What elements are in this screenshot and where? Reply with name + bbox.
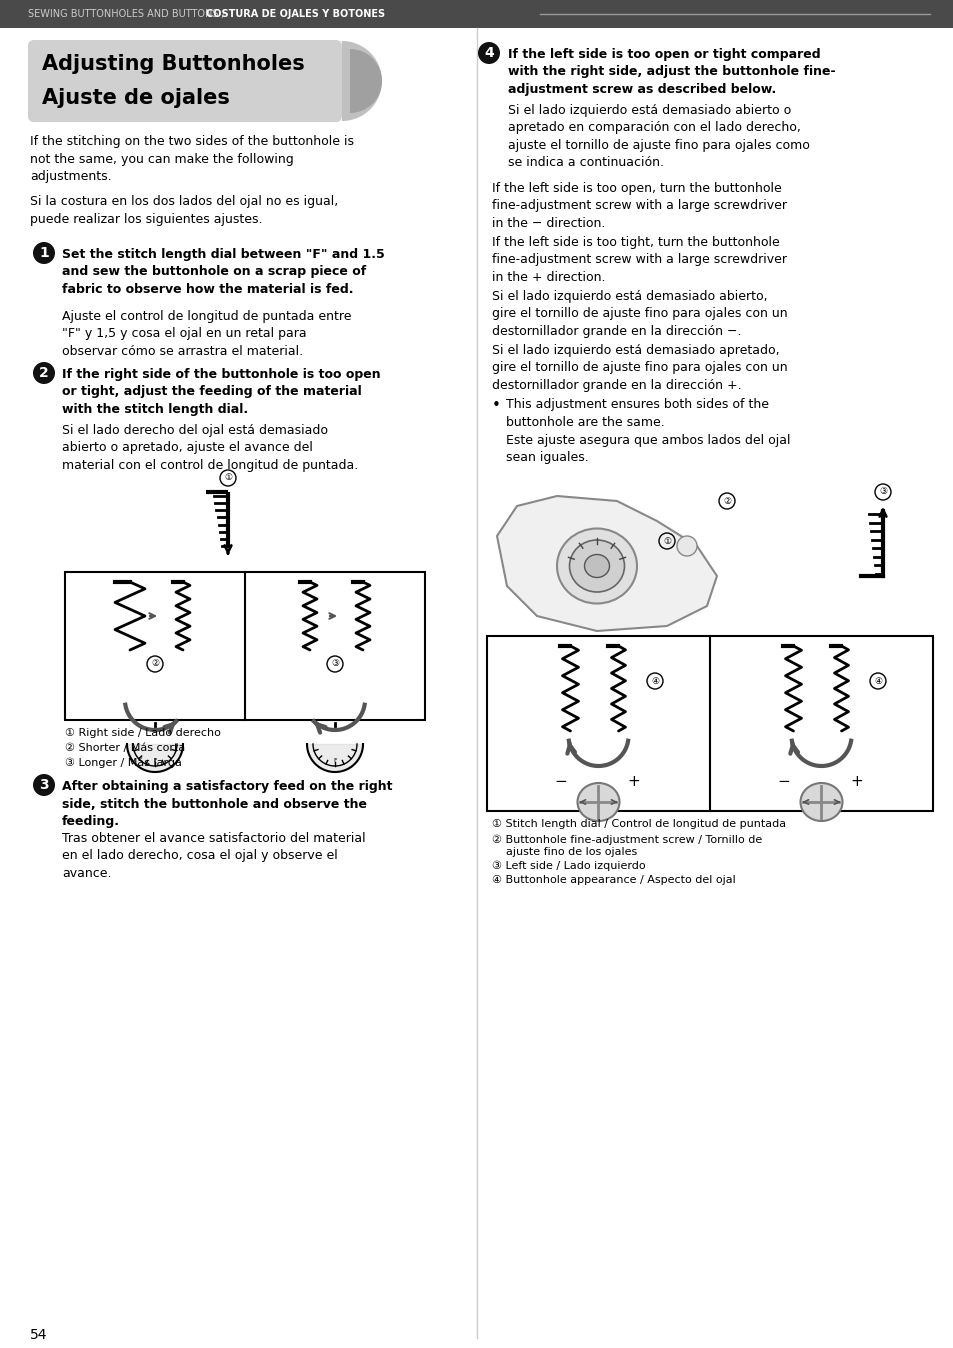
Text: This adjustment ensures both sides of the
buttonhole are the same.: This adjustment ensures both sides of th…	[505, 398, 768, 429]
Text: −: −	[554, 774, 566, 789]
Ellipse shape	[557, 528, 637, 604]
Text: •: •	[492, 398, 500, 412]
Text: ③: ③	[331, 659, 338, 669]
Text: F: F	[333, 759, 336, 763]
Text: Si la costura en los dos lados del ojal no es igual,
puede realizar los siguient: Si la costura en los dos lados del ojal …	[30, 195, 338, 225]
Text: Este ajuste asegura que ambos lados del ojal
sean iguales.: Este ajuste asegura que ambos lados del …	[505, 434, 790, 465]
Text: Set the stitch length dial between "F" and 1.5
and sew the buttonhole on a scrap: Set the stitch length dial between "F" a…	[62, 248, 384, 297]
Wedge shape	[341, 40, 381, 121]
Text: If the left side is too open or tight compared
with the right side, adjust the b: If the left side is too open or tight co…	[507, 49, 835, 96]
Text: 2: 2	[39, 367, 49, 380]
Text: If the right side of the buttonhole is too open
or tight, adjust the feeding of : If the right side of the buttonhole is t…	[62, 368, 380, 417]
Text: Si el lado izquierdo está demasiado abierto,
gire el tornillo de ajuste fino par: Si el lado izquierdo está demasiado abie…	[492, 290, 787, 338]
Text: F: F	[153, 759, 156, 763]
Text: ④: ④	[650, 677, 659, 686]
Text: ① Right side / Lado derecho: ① Right side / Lado derecho	[65, 728, 221, 737]
Text: ④ Buttonhole appearance / Aspecto del ojal: ④ Buttonhole appearance / Aspecto del oj…	[492, 875, 735, 886]
FancyBboxPatch shape	[65, 572, 424, 720]
Text: 1: 1	[39, 245, 49, 260]
Text: 3: 3	[39, 778, 49, 793]
Text: ③: ③	[878, 488, 886, 496]
Text: If the left side is too tight, turn the buttonhole
fine-adjustment screw with a : If the left side is too tight, turn the …	[492, 236, 786, 284]
Text: Ajuste el control de longitud de puntada entre
"F" y 1,5 y cosa el ojal en un re: Ajuste el control de longitud de puntada…	[62, 310, 351, 359]
FancyBboxPatch shape	[486, 636, 932, 811]
Polygon shape	[497, 496, 717, 631]
Text: ②: ②	[151, 659, 159, 669]
Text: ② Buttonhole fine-adjustment screw / Tornillo de: ② Buttonhole fine-adjustment screw / Tor…	[492, 834, 761, 845]
Circle shape	[33, 363, 55, 384]
Ellipse shape	[800, 783, 841, 821]
Text: Si el lado izquierdo está demasiado abierto o
apretado en comparación con el lad: Si el lado izquierdo está demasiado abie…	[507, 104, 809, 170]
Wedge shape	[350, 49, 381, 113]
FancyBboxPatch shape	[0, 0, 953, 28]
Ellipse shape	[577, 783, 618, 821]
Text: ①: ①	[662, 537, 670, 546]
Text: +: +	[849, 774, 862, 789]
Text: ④: ④	[873, 677, 882, 686]
Text: Si el lado derecho del ojal está demasiado
abierto o apretado, ajuste el avance : Si el lado derecho del ojal está demasia…	[62, 425, 358, 472]
Text: ③ Longer / Más larga: ③ Longer / Más larga	[65, 758, 182, 768]
Text: SEWING BUTTONHOLES AND BUTTONS /: SEWING BUTTONHOLES AND BUTTONS /	[28, 9, 228, 19]
Text: ②: ②	[722, 496, 730, 506]
Circle shape	[33, 774, 55, 797]
FancyBboxPatch shape	[28, 40, 341, 123]
Text: Si el lado izquierdo está demasiado apretado,
gire el tornillo de ajuste fino pa: Si el lado izquierdo está demasiado apre…	[492, 344, 787, 392]
Text: −: −	[777, 774, 789, 789]
Text: ③ Left side / Lado izquierdo: ③ Left side / Lado izquierdo	[492, 861, 645, 871]
Circle shape	[477, 42, 499, 63]
Text: If the stitching on the two sides of the buttonhole is
not the same, you can mak: If the stitching on the two sides of the…	[30, 135, 354, 183]
Circle shape	[33, 243, 55, 264]
Ellipse shape	[569, 541, 624, 592]
Text: +: +	[626, 774, 639, 789]
Text: Ajuste de ojales: Ajuste de ojales	[42, 88, 230, 108]
Text: ajuste fino de los ojales: ajuste fino de los ojales	[505, 847, 637, 857]
Text: 4: 4	[483, 46, 494, 61]
Ellipse shape	[677, 537, 697, 555]
Text: COSTURA DE OJALES Y BOTONES: COSTURA DE OJALES Y BOTONES	[206, 9, 385, 19]
Text: If the left side is too open, turn the buttonhole
fine-adjustment screw with a l: If the left side is too open, turn the b…	[492, 182, 786, 231]
Text: ①: ①	[224, 473, 232, 483]
Text: Tras obtener el avance satisfactorio del material
en el lado derecho, cosa el oj: Tras obtener el avance satisfactorio del…	[62, 832, 365, 880]
Text: 54: 54	[30, 1328, 48, 1343]
Text: Adjusting Buttonholes: Adjusting Buttonholes	[42, 54, 304, 74]
Ellipse shape	[584, 554, 609, 577]
Text: ② Shorter / Más corta: ② Shorter / Más corta	[65, 743, 185, 754]
Text: ① Stitch length dial / Control de longitud de puntada: ① Stitch length dial / Control de longit…	[492, 820, 785, 829]
Text: After obtaining a satisfactory feed on the right
side, stitch the buttonhole and: After obtaining a satisfactory feed on t…	[62, 780, 392, 828]
